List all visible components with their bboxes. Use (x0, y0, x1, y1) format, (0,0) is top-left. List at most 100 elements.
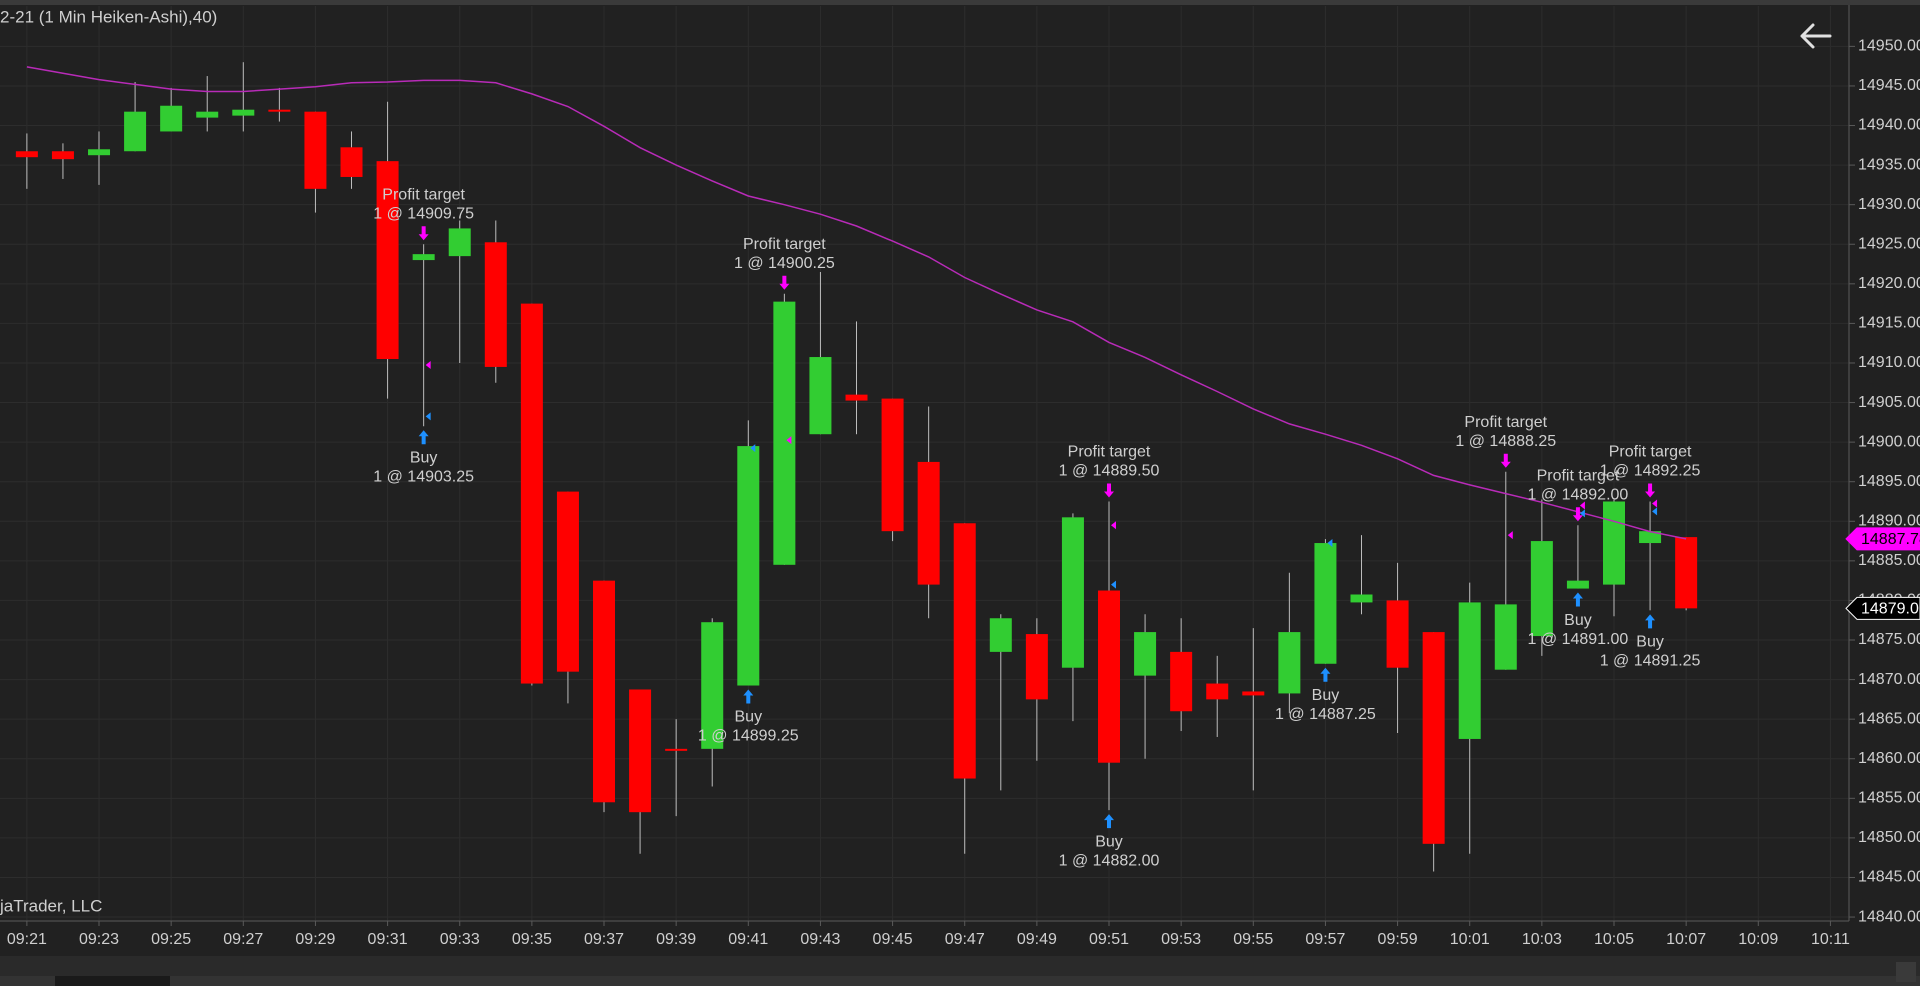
x-tick-label: 09:35 (512, 931, 552, 948)
candle-body (196, 111, 219, 118)
candle-body (1350, 594, 1373, 603)
y-tick-label: 14950.00 (1858, 38, 1920, 55)
y-tick-label: 14900.00 (1858, 433, 1920, 450)
candle-body (484, 242, 507, 367)
back-button[interactable] (1796, 18, 1836, 54)
top-border (0, 0, 1920, 5)
candle-body (1278, 632, 1301, 694)
annotation-arrow (1645, 614, 1656, 629)
annotation-label: Profit target (1464, 414, 1547, 431)
x-tick-label: 10:03 (1522, 931, 1562, 948)
annotation-label: Profit target (743, 236, 826, 253)
price-tag-label: 14879.00 (1861, 601, 1920, 618)
x-tick-label: 10:07 (1666, 931, 1706, 948)
annotation-label: Buy (1636, 634, 1664, 651)
candle-body (1134, 632, 1157, 676)
candle-body (845, 394, 868, 401)
candle-body (412, 254, 435, 261)
candle-body (376, 161, 399, 360)
plot-area: 1 @ 14909.75 Profit target Buy 1 @ 14903.25… (15, 62, 1701, 872)
candle-body (1025, 634, 1048, 700)
candle-body (1639, 531, 1662, 544)
annotation-arrow (1500, 453, 1511, 468)
moving-average-line (26, 66, 1687, 540)
annotation-detail: 1 @ 14909.75 (373, 205, 474, 222)
candle-body (1603, 501, 1626, 585)
candle-body (232, 109, 255, 116)
x-tick-label: 09:43 (800, 931, 840, 948)
candle-body (1530, 541, 1553, 637)
annotation-label: Profit target (1609, 444, 1692, 461)
x-tick-label: 09:21 (7, 931, 47, 948)
execution-marker (1507, 531, 1513, 540)
annotation-label: Profit target (1537, 467, 1620, 484)
candle-body (124, 111, 147, 152)
y-tick-label: 14915.00 (1858, 315, 1920, 332)
annotation-detail: 1 @ 14900.25 (734, 255, 835, 272)
price-tag (1845, 596, 1920, 620)
candle-body (556, 491, 579, 672)
y-tick-label: 14920.00 (1858, 275, 1920, 292)
candle-body (881, 398, 904, 532)
annotation-arrow (1104, 483, 1115, 498)
candle-body (1314, 543, 1337, 664)
x-tick-label: 10:09 (1738, 931, 1778, 948)
candle-body (917, 461, 940, 585)
annotation-detail: 1 @ 14892.25 (1600, 463, 1701, 480)
candle-body (1170, 651, 1193, 712)
candle-body (1675, 537, 1698, 609)
candle-body (448, 228, 471, 257)
axes: 14840.00 14845.00 14850.00 14855.00 14860.00… (0, 5, 1920, 948)
candle-body (737, 446, 760, 686)
x-tick-label: 09:59 (1378, 931, 1418, 948)
candle-body (1566, 580, 1589, 589)
annotation-detail: 1 @ 14892.00 (1528, 486, 1629, 503)
annotation-label: Profit target (1068, 444, 1151, 461)
execution-marker (750, 444, 756, 453)
back-arrow-icon[interactable] (1800, 23, 1832, 49)
annotation-detail: 1 @ 14891.00 (1528, 631, 1629, 648)
execution-marker (1579, 509, 1585, 518)
annotation-arrow (1320, 667, 1331, 682)
scroll-thumb[interactable] (55, 976, 170, 986)
annotation-label: Buy (735, 709, 763, 726)
candle-body (1242, 691, 1265, 696)
candle-body (809, 357, 832, 435)
candle-body (773, 301, 796, 565)
candle-body (88, 149, 111, 156)
annotation-detail: 1 @ 14888.25 (1455, 433, 1556, 450)
scroll-icon[interactable] (1896, 962, 1916, 982)
y-tick-label: 14855.00 (1858, 790, 1920, 807)
candle-body (665, 748, 688, 751)
y-tick-label: 14945.00 (1858, 77, 1920, 94)
x-tick-label: 09:39 (656, 931, 696, 948)
y-tick-label: 14865.00 (1858, 710, 1920, 727)
y-tick-label: 14870.00 (1858, 671, 1920, 688)
candle-body (593, 580, 616, 803)
x-tick-label: 09:37 (584, 931, 624, 948)
y-tick-label: 14930.00 (1858, 196, 1920, 213)
annotation-arrow (743, 689, 754, 704)
x-tick-label: 10:01 (1450, 931, 1490, 948)
annotation-label: Buy (1564, 612, 1592, 629)
y-tick-label: 14885.00 (1858, 552, 1920, 569)
x-tick-label: 09:55 (1233, 931, 1273, 948)
x-tick-label: 09:53 (1161, 931, 1201, 948)
price-tag-label: 14887.78 (1861, 531, 1920, 548)
candle-body (1458, 602, 1481, 739)
candle-body (1098, 590, 1121, 763)
x-tick-label: 10:11 (1811, 931, 1850, 948)
y-tick-label: 14850.00 (1858, 829, 1920, 846)
y-tick-label: 14860.00 (1858, 750, 1920, 767)
scroll-track[interactable] (0, 976, 1920, 986)
x-tick-label: 10:05 (1594, 931, 1634, 948)
y-tick-label: 14895.00 (1858, 473, 1920, 490)
candle-body (1422, 632, 1445, 844)
execution-marker (1652, 507, 1658, 516)
footer-text: jaTrader, LLC (0, 896, 102, 915)
x-tick-label: 09:51 (1089, 931, 1129, 948)
annotation-detail: 1 @ 14882.00 (1059, 852, 1160, 869)
candle-body (953, 523, 976, 779)
execution-marker (425, 412, 431, 421)
